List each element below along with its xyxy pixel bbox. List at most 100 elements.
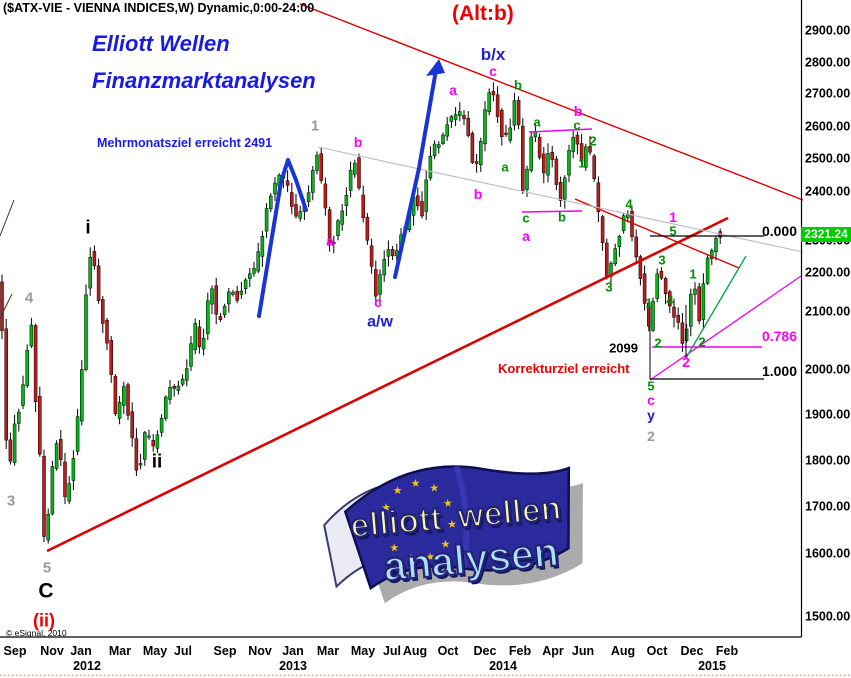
candle-body	[109, 340, 113, 375]
eu-star-icon: ★	[380, 523, 391, 536]
wave-label: c	[374, 294, 382, 310]
candle-body	[529, 136, 533, 171]
candle-body	[416, 195, 420, 207]
month-tick-label: Sep	[214, 644, 237, 658]
candle-body	[327, 209, 332, 244]
candle-body	[168, 387, 172, 400]
candle-body	[138, 463, 143, 466]
candle-body	[344, 194, 349, 207]
price-tick-label: 2500.00	[805, 152, 850, 166]
candle-body	[487, 92, 491, 113]
eu-star-icon: ★	[389, 542, 400, 555]
candle-body	[298, 211, 302, 219]
month-tick-label: Aug	[611, 644, 635, 658]
candle-body	[147, 435, 151, 438]
year-tick-label: 2013	[279, 659, 307, 673]
flag-fold-highlight	[453, 464, 470, 569]
eu-star-icon: ★	[425, 551, 436, 564]
candle-body	[340, 210, 344, 225]
candle-body	[176, 385, 181, 391]
candle-body	[378, 274, 382, 295]
wave-label: 4	[625, 197, 633, 212]
month-tick-label: Jan	[70, 644, 92, 658]
site-logo: ★ ★ ★ ★ ★ ★ ★ ★ ★ ★ ★ elliott wellen analysen	[311, 454, 603, 619]
month-tick-label: Nov	[40, 644, 64, 658]
candle-body	[231, 292, 235, 295]
candle-body	[180, 378, 185, 385]
candle-body	[201, 337, 206, 350]
candle-body	[651, 301, 655, 331]
candle-body	[248, 273, 252, 279]
candle-body	[684, 328, 689, 342]
candle-body	[676, 315, 680, 323]
candle-body	[319, 153, 323, 181]
eu-star-icon: ★	[443, 497, 454, 510]
left-remnant-line-1	[0, 199, 15, 237]
left-remnant-line-2	[0, 293, 13, 319]
candle-body	[655, 273, 659, 299]
candle-body	[479, 141, 483, 166]
candle-body	[348, 169, 353, 191]
candle-body	[239, 290, 244, 295]
candle-body	[92, 251, 97, 267]
month-tick-label: Nov	[248, 644, 272, 658]
candle-body	[25, 350, 29, 387]
wave-label: 2	[654, 336, 661, 351]
candle-body	[122, 386, 126, 406]
candle-body	[210, 288, 214, 305]
candle-body	[130, 411, 134, 439]
candle-body	[332, 241, 336, 244]
candle-body	[227, 291, 231, 305]
wave-label: 3	[658, 253, 665, 268]
candle-body	[512, 100, 517, 126]
candle-body	[63, 461, 67, 498]
candle-body	[290, 192, 294, 207]
month-tick-label: Apr	[542, 644, 564, 658]
candle-body	[701, 283, 706, 320]
price-tick-label: 2900.00	[805, 24, 850, 38]
month-tick-label: Feb	[716, 644, 739, 658]
candle-body	[437, 144, 441, 148]
candle-body	[374, 269, 378, 297]
candle-body	[483, 109, 487, 145]
candle-body	[441, 134, 445, 144]
candle-body	[705, 257, 710, 284]
chart-title: ($ATX-VIE - VIENNA INDICES,W) Dynamic,0:…	[3, 1, 315, 15]
candle-body	[508, 127, 512, 141]
candle-body	[563, 177, 567, 200]
candle-body	[185, 368, 189, 381]
candle-body	[466, 117, 470, 136]
month-tick-label: Jun	[572, 644, 594, 658]
candle-body	[50, 466, 55, 515]
price-tick-label: 1600.00	[805, 547, 850, 561]
eu-star-icon: ★	[429, 482, 440, 495]
candle-body	[588, 146, 592, 153]
month-tick-label: Feb	[509, 644, 532, 658]
candle-body	[243, 279, 248, 289]
wave-annotations: 1iii435C(ii)abca/wb/xacbabcababc21433411…	[7, 45, 797, 630]
wave-label: 2	[647, 428, 655, 444]
correction-note: Korrekturziel erreicht	[498, 361, 630, 376]
wave-label: 2099	[609, 341, 638, 356]
candle-body	[206, 300, 210, 335]
wave-label: 1	[645, 296, 652, 311]
candle-body	[558, 182, 563, 201]
wave-label: 0.786	[762, 328, 797, 344]
wave-label: 4	[25, 289, 34, 306]
candle-body	[621, 215, 626, 231]
wave-label: a	[326, 233, 334, 249]
candle-body	[336, 220, 340, 236]
wave-label: y	[647, 407, 655, 423]
candle-body	[672, 306, 676, 318]
wave-label: 0.000	[762, 223, 797, 239]
wave-label: 1.000	[762, 363, 797, 379]
upper-channel-line	[299, 3, 804, 201]
candle-body	[193, 323, 197, 351]
candle-body	[214, 285, 218, 315]
candle-body	[252, 268, 256, 274]
eu-star-icon: ★	[447, 518, 458, 531]
candle-body	[38, 395, 42, 455]
eu-stars: ★ ★★★★★★★★★★	[380, 477, 458, 565]
candle-body	[474, 161, 479, 164]
